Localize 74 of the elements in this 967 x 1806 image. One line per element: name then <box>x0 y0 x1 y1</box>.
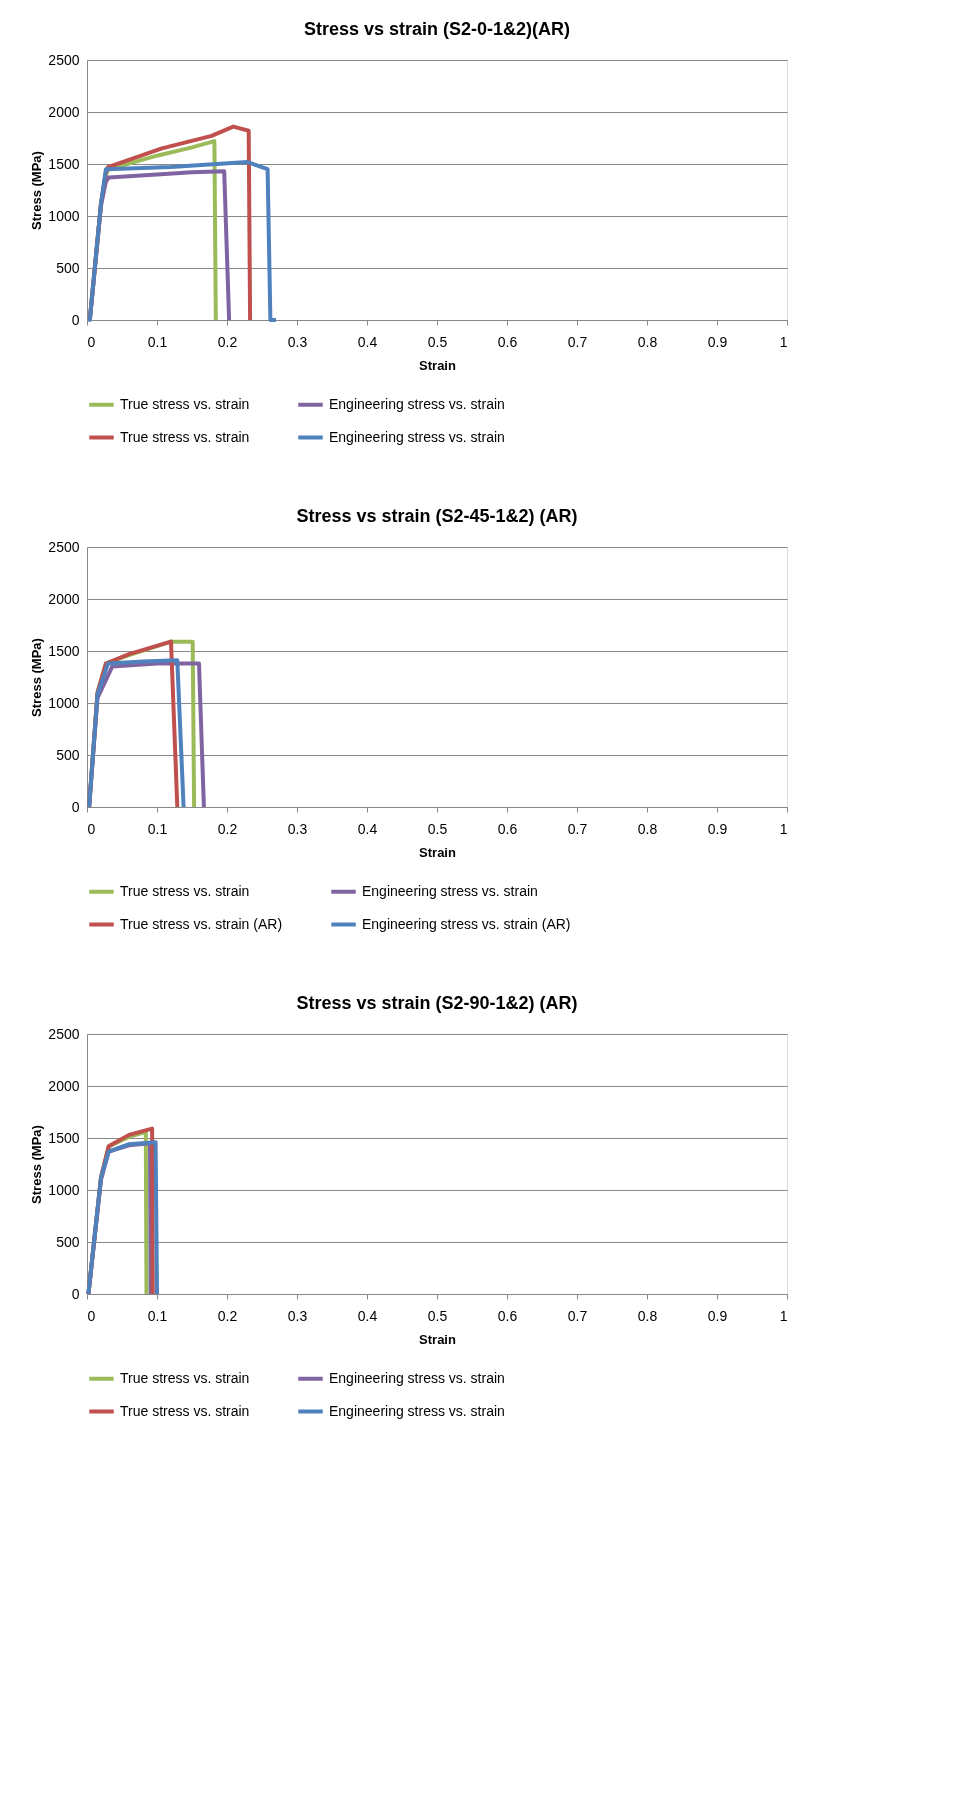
y-tick-label: 2000 <box>48 1077 80 1094</box>
x-tick-label: 0.3 <box>287 1307 308 1324</box>
y-tick-label: 1500 <box>48 1129 80 1146</box>
x-tick-label: 0.9 <box>707 820 728 837</box>
x-tick-label: 0.1 <box>147 333 168 350</box>
x-tick-label: 0 <box>87 1307 96 1324</box>
y-tick-label: 500 <box>56 746 80 763</box>
y-tick-label: 2000 <box>48 590 80 607</box>
y-axis-title: Stress (MPa) <box>29 1125 45 1204</box>
legend-label: Engineering stress vs. strain <box>329 1402 505 1419</box>
x-tick-label: 0.9 <box>707 1307 728 1324</box>
y-tick-label: 1000 <box>48 1181 80 1198</box>
y-tick-label: 2500 <box>48 51 80 68</box>
legend-label: True stress vs. strain <box>120 1402 250 1419</box>
chart-title: Stress vs strain (S2-45-1&2) (AR) <box>296 506 578 526</box>
legend-label: True stress vs. strain <box>120 395 250 412</box>
x-tick-label: 0.7 <box>567 1307 588 1324</box>
line-series <box>86 159 278 322</box>
y-tick-label: 2500 <box>48 538 80 555</box>
x-tick-label: 0.7 <box>567 333 588 350</box>
x-tick-label: 0.8 <box>637 820 658 837</box>
x-tick-label: 0.4 <box>357 1307 378 1324</box>
x-tick-label: 1 <box>779 1307 788 1324</box>
y-axis-title: Stress (MPa) <box>29 151 45 230</box>
x-tick-label: 0.2 <box>217 333 238 350</box>
x-tick-label: 0.9 <box>707 333 728 350</box>
y-tick-label: 0 <box>71 798 80 815</box>
legend-label: Engineering stress vs. strain <box>362 882 538 899</box>
x-axis-title: Strain <box>419 1331 456 1347</box>
x-tick-label: 0.2 <box>217 820 238 837</box>
line-series <box>87 658 186 809</box>
y-tick-label: 1000 <box>48 694 80 711</box>
x-tick-label: 0.5 <box>427 333 448 350</box>
y-tick-label: 2000 <box>48 103 80 120</box>
x-tick-label: 0.6 <box>497 820 518 837</box>
x-tick-label: 0 <box>87 820 96 837</box>
x-tick-label: 0.2 <box>217 1307 238 1324</box>
legend-label: True stress vs. strain <box>120 1369 250 1386</box>
x-tick-label: 0.1 <box>147 1307 168 1324</box>
legend-label: Engineering stress vs. strain <box>329 395 505 412</box>
chart-title: Stress vs strain (S2-90-1&2) (AR) <box>296 993 578 1013</box>
y-tick-label: 2500 <box>48 1025 80 1042</box>
x-axis-title: Strain <box>419 357 456 373</box>
x-tick-label: 0.3 <box>287 820 308 837</box>
x-tick-label: 0.5 <box>427 1307 448 1324</box>
x-tick-label: 1 <box>779 820 788 837</box>
y-tick-label: 0 <box>71 1285 80 1302</box>
x-tick-label: 0 <box>87 333 96 350</box>
y-axis-title: Stress (MPa) <box>29 638 45 717</box>
y-tick-label: 500 <box>56 259 80 276</box>
legend-label: True stress vs. strain <box>120 882 250 899</box>
legend-label: Engineering stress vs. strain (AR) <box>362 915 571 932</box>
y-tick-label: 500 <box>56 1233 80 1250</box>
x-tick-label: 0.3 <box>287 333 308 350</box>
legend-label: True stress vs. strain (AR) <box>120 915 283 932</box>
x-tick-label: 0.7 <box>567 820 588 837</box>
y-tick-label: 1500 <box>48 155 80 172</box>
x-tick-label: 0.6 <box>497 1307 518 1324</box>
x-tick-label: 0.4 <box>357 820 378 837</box>
y-tick-label: 1500 <box>48 642 80 659</box>
x-tick-label: 0.8 <box>637 1307 658 1324</box>
x-tick-label: 0.8 <box>637 333 658 350</box>
chart-title: Stress vs strain (S2-0-1&2)(AR) <box>303 19 571 39</box>
x-tick-label: 0.5 <box>427 820 448 837</box>
legend-label: Engineering stress vs. strain <box>329 1369 505 1386</box>
y-tick-label: 0 <box>71 311 80 328</box>
legend-label: Engineering stress vs. strain <box>329 428 505 445</box>
y-tick-label: 1000 <box>48 207 80 224</box>
x-tick-label: 1 <box>779 333 788 350</box>
x-tick-label: 0.6 <box>497 333 518 350</box>
legend-label: True stress vs. strain <box>120 428 250 445</box>
x-tick-label: 0.1 <box>147 820 168 837</box>
x-axis-title: Strain <box>419 844 456 860</box>
x-tick-label: 0.4 <box>357 333 378 350</box>
